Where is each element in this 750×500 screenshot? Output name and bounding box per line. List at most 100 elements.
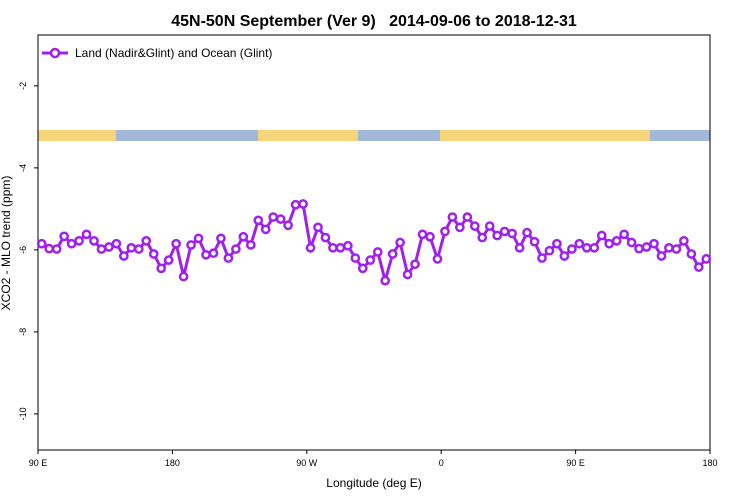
data-point — [559, 251, 570, 261]
legend-marker — [49, 47, 61, 59]
x-tick-label: 180 — [702, 458, 717, 468]
data-point — [499, 226, 510, 237]
data-point — [283, 220, 293, 231]
data-point — [440, 226, 450, 237]
data-point — [357, 263, 368, 274]
data-point — [641, 242, 652, 252]
y-tick-label: -2 — [18, 82, 28, 90]
data-point — [320, 232, 331, 243]
data-point — [492, 230, 503, 241]
data-point — [119, 251, 129, 261]
data-point — [133, 244, 144, 254]
data-point — [387, 249, 398, 259]
y-tick-label: -4 — [18, 164, 28, 172]
data-point — [51, 244, 62, 254]
data-point — [611, 236, 622, 246]
data-point — [671, 244, 682, 254]
data-point — [686, 249, 697, 259]
data-point — [544, 245, 555, 256]
chart-title: 45N-50N September (Ver 9) 2014-09-06 to … — [171, 13, 577, 30]
data-point — [141, 236, 152, 246]
data-point — [36, 238, 47, 249]
data-point — [469, 221, 480, 231]
data-point — [201, 249, 211, 260]
data-point — [693, 262, 704, 272]
data-point — [223, 253, 234, 263]
data-point — [350, 253, 361, 263]
data-point — [260, 224, 271, 235]
data-point — [380, 275, 391, 286]
data-point — [89, 236, 99, 246]
data-point — [253, 215, 264, 226]
data-point — [656, 251, 667, 261]
data-point — [634, 243, 644, 254]
data-point — [313, 222, 323, 233]
y-tick-label: -6 — [18, 246, 28, 254]
data-point — [425, 231, 435, 242]
data-point — [372, 247, 383, 257]
data-point — [410, 259, 420, 270]
data-point — [447, 212, 458, 222]
map-strip — [38, 130, 710, 141]
data-point — [514, 242, 525, 253]
y-axis-label: XCO2 - MLO trend (ppm) — [0, 176, 13, 311]
data-point — [365, 255, 376, 265]
data-point — [507, 228, 517, 239]
data-point — [216, 233, 226, 244]
y-tick-label: -10 — [18, 407, 28, 420]
data-point — [156, 263, 167, 274]
data-point — [231, 244, 241, 254]
data-point — [238, 231, 249, 242]
data-point — [245, 240, 256, 250]
data-point — [402, 269, 413, 280]
data-point — [522, 227, 532, 238]
x-axis-label: Longitude (deg E) — [326, 476, 421, 490]
data-point — [81, 229, 92, 240]
data-point — [701, 254, 712, 264]
data-point — [275, 214, 286, 224]
data-point — [581, 242, 592, 253]
data-point — [484, 221, 495, 231]
data-point — [462, 212, 473, 222]
legend-label: Land (Nadir&Glint) and Ocean (Glint) — [75, 46, 272, 60]
data-point — [193, 233, 204, 244]
data-point — [111, 238, 122, 249]
data-point — [343, 240, 353, 251]
x-tick-label: 0 — [439, 458, 444, 468]
data-point — [395, 237, 405, 248]
data-point — [186, 240, 196, 250]
data-point — [290, 199, 301, 210]
data-point — [171, 238, 181, 249]
data-point — [148, 249, 159, 259]
data-point — [126, 242, 137, 253]
data-point — [59, 231, 69, 242]
data-point — [619, 229, 629, 240]
data-point — [74, 236, 84, 246]
x-tick-label: 90 E — [29, 458, 48, 468]
data-point — [305, 242, 316, 253]
data-point — [574, 238, 585, 249]
data-point — [626, 237, 637, 248]
data-point — [552, 238, 562, 249]
data-point — [298, 199, 308, 209]
data-point — [537, 253, 547, 263]
data-point — [335, 242, 346, 253]
data-point — [589, 242, 600, 253]
data-point — [596, 230, 607, 241]
data-point — [96, 244, 107, 254]
data-point — [477, 232, 488, 243]
data-point — [104, 242, 114, 252]
data-point — [679, 236, 689, 246]
data-point — [208, 248, 219, 259]
x-tick-label: 90 E — [566, 458, 585, 468]
x-tick-label: 90 W — [296, 458, 318, 468]
data-point — [649, 238, 659, 249]
data-point — [163, 255, 174, 265]
data-point — [178, 271, 189, 282]
data-point — [529, 236, 540, 247]
data-point — [604, 238, 615, 249]
data-point — [417, 229, 428, 240]
data-point — [432, 254, 443, 264]
data-point — [268, 212, 279, 222]
